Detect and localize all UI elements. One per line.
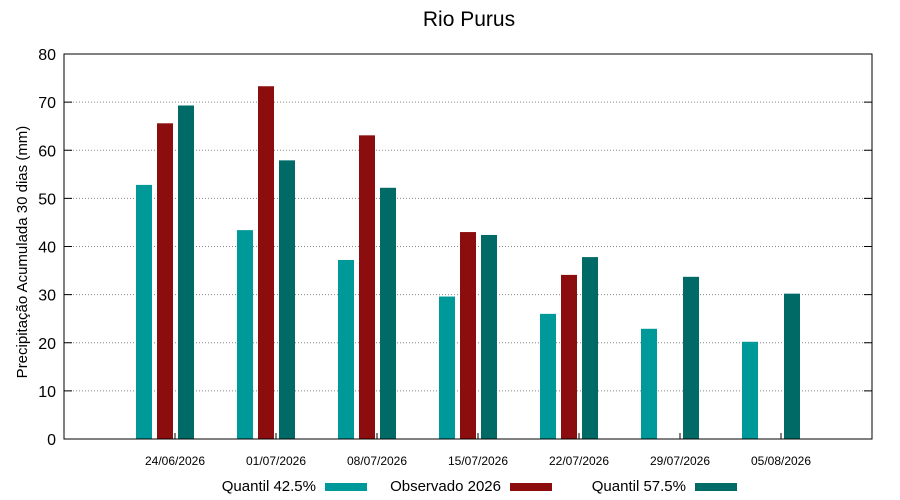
x-tick-label: 05/08/2026 [751, 454, 811, 468]
y-tick-label: 60 [38, 143, 56, 160]
legend-swatch [510, 483, 552, 491]
bar [359, 135, 375, 440]
x-tick-label: 15/07/2026 [448, 454, 508, 468]
y-tick-label: 10 [38, 384, 56, 401]
bar [683, 276, 699, 439]
legend-swatch [695, 483, 737, 491]
bar [784, 293, 800, 439]
bars [136, 86, 800, 440]
y-tick-label: 40 [38, 240, 56, 257]
bar [178, 105, 194, 440]
bar [338, 259, 354, 439]
chart-title: Rio Purus [423, 8, 515, 31]
x-tick-label: 22/07/2026 [549, 454, 609, 468]
y-tick-label: 20 [38, 336, 56, 353]
y-tick-label: 0 [47, 432, 56, 449]
bar [742, 341, 758, 439]
bar [540, 313, 556, 439]
y-axis-label: Precipitação Acumulada 30 dias (mm) [14, 126, 31, 379]
legend-label: Observado 2026 [390, 478, 501, 495]
legend-swatch [325, 483, 367, 491]
bar [258, 86, 274, 440]
y-tick-label: 30 [38, 288, 56, 305]
y-tick-label: 80 [38, 47, 56, 64]
legend-label: Quantil 42.5% [222, 478, 316, 495]
bar [481, 234, 497, 439]
bar [380, 187, 396, 439]
bar [641, 328, 657, 439]
x-tick-label: 29/07/2026 [650, 454, 710, 468]
bar [439, 296, 455, 439]
bar [460, 232, 476, 439]
axis-ticks: 0 10 20 30 40 50 60 70 80 24/06/2026 01/07/2026 08/… [38, 47, 872, 468]
bar [279, 160, 295, 439]
bar [157, 123, 173, 440]
bar [136, 184, 152, 439]
bar [582, 257, 598, 439]
y-tick-label: 70 [38, 95, 56, 112]
x-tick-label: 24/06/2026 [145, 454, 205, 468]
bar [561, 274, 577, 439]
legend-label: Quantil 57.5% [592, 478, 686, 495]
legend: Quantil 42.5% Observado 2026 Quantil 57.5% [222, 478, 737, 495]
bar [237, 230, 253, 439]
x-tick-label: 01/07/2026 [246, 454, 306, 468]
x-tick-label: 08/07/2026 [347, 454, 407, 468]
y-tick-label: 50 [38, 191, 56, 208]
